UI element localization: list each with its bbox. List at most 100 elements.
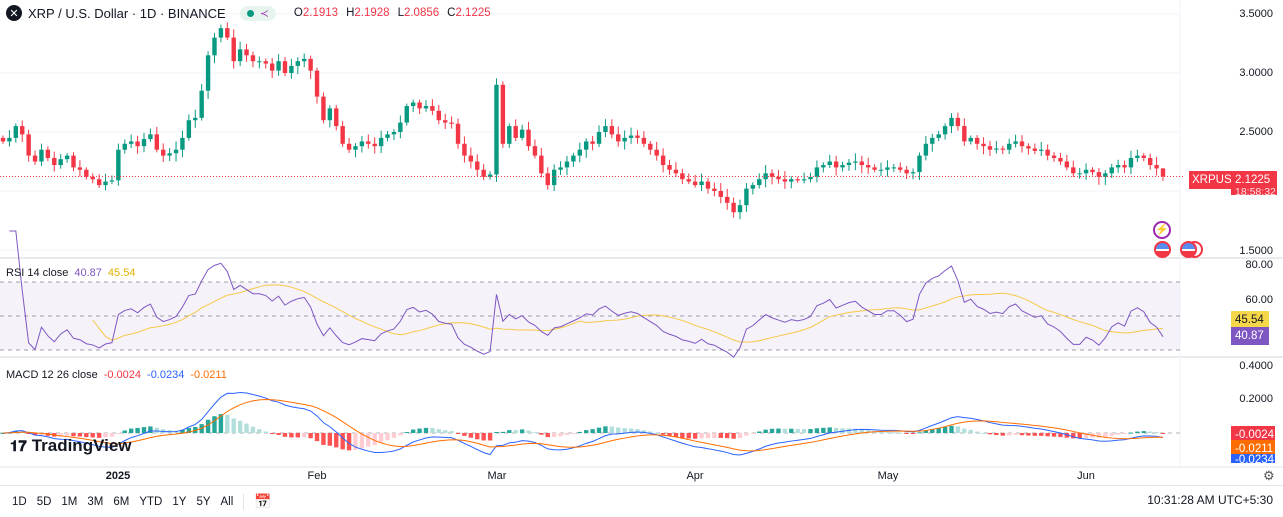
macd-hist-tag: -0.0024 xyxy=(1231,426,1275,444)
candle-body xyxy=(757,179,762,186)
rsi-legend[interactable]: RSI 14 close 40.87 45.54 xyxy=(6,267,135,279)
tradingview-logo[interactable]: 𝟏𝟕 TradingView xyxy=(10,436,132,455)
candle-body xyxy=(795,179,800,181)
macd-histogram-bar xyxy=(699,433,704,439)
candle-body xyxy=(26,134,31,156)
candle-body xyxy=(244,49,249,56)
macd-histogram-bar xyxy=(340,433,345,450)
macd-histogram-bar xyxy=(731,433,736,439)
candle-body xyxy=(1141,155,1146,158)
low-label: L xyxy=(397,7,404,19)
status-pill[interactable]: ≺ xyxy=(239,5,276,21)
macd-histogram-bar xyxy=(1096,433,1102,438)
macd-histogram-bar xyxy=(212,416,217,433)
candle-body xyxy=(1039,149,1044,151)
share-icon[interactable]: ≺ xyxy=(259,7,269,20)
macd-histogram-bar xyxy=(507,430,512,433)
candle-body xyxy=(58,159,63,166)
macd-histogram-bar xyxy=(519,429,525,433)
price-tick: 3.5000 xyxy=(1239,8,1273,20)
macd-histogram-bar xyxy=(1058,433,1063,438)
candle-body xyxy=(885,167,890,170)
range-1y[interactable]: 1Y xyxy=(172,495,187,508)
macd-histogram-bar xyxy=(622,428,627,433)
candle-body xyxy=(212,37,217,56)
range-6m[interactable]: 6M xyxy=(113,495,130,508)
gear-icon[interactable]: ⚙ xyxy=(1263,468,1275,483)
macd-histogram-bar xyxy=(564,433,570,436)
us-event-flag-icon[interactable] xyxy=(1154,241,1171,258)
range-all[interactable]: All xyxy=(220,495,234,508)
macd-histogram-bar xyxy=(833,427,839,433)
macd-tag: -0.0234 xyxy=(1231,454,1275,463)
candle-body xyxy=(423,106,429,109)
macd-histogram-bar xyxy=(795,428,800,433)
macd-value: -0.0234 xyxy=(147,369,185,381)
candle-body xyxy=(1058,157,1063,162)
macd-histogram-bar xyxy=(327,433,333,446)
macd-histogram-bar xyxy=(455,433,461,434)
macd-histogram-bar xyxy=(603,426,608,433)
candle-body xyxy=(898,167,903,170)
macd-histogram-bar xyxy=(949,425,954,433)
candle-body xyxy=(231,37,236,62)
macd-histogram-bar xyxy=(776,428,781,433)
candle-body xyxy=(257,61,262,63)
range-1d[interactable]: 1D xyxy=(12,495,27,508)
candle-body xyxy=(410,102,416,107)
chart-canvas[interactable] xyxy=(0,0,1283,485)
rsi-ma-value: 45.54 xyxy=(107,267,136,279)
close-value: 2.1225 xyxy=(455,7,491,19)
range-5y[interactable]: 5Y xyxy=(196,495,211,508)
macd-histogram-bar xyxy=(865,430,871,433)
candle-body xyxy=(904,169,909,174)
macd-histogram-bar xyxy=(686,433,691,439)
macd-histogram-bar xyxy=(968,429,973,433)
candle-body xyxy=(744,188,749,206)
candle-body xyxy=(1160,168,1166,177)
candle-body xyxy=(327,108,333,121)
candle-body xyxy=(321,96,326,121)
clock[interactable]: 10:31:28 AM UTC+5:30 xyxy=(1147,493,1273,507)
candle-body xyxy=(558,167,563,170)
macd-histogram-bar xyxy=(334,433,339,448)
range-1m[interactable]: 1M xyxy=(61,495,78,508)
candle-body xyxy=(154,134,160,150)
candle-body xyxy=(827,161,832,166)
range-5d[interactable]: 5D xyxy=(36,495,52,508)
candle-body xyxy=(776,176,781,180)
macd-signal-value: -0.0211 xyxy=(190,369,227,381)
macd-histogram-bar xyxy=(936,427,941,433)
candle-body xyxy=(282,61,288,73)
macd-histogram-bar xyxy=(257,429,262,433)
macd-histogram-bar xyxy=(769,428,775,433)
macd-histogram-bar xyxy=(705,433,711,439)
macd-histogram-bar xyxy=(904,433,909,434)
range-3m[interactable]: 3M xyxy=(87,495,104,508)
candle-body xyxy=(654,149,659,156)
event-lightning-icon[interactable]: ⚡ xyxy=(1153,221,1171,239)
macd-histogram-bar xyxy=(385,433,390,441)
open-value: 2.1913 xyxy=(302,7,339,19)
macd-histogram-bar xyxy=(1109,433,1114,436)
macd-histogram-bar xyxy=(667,433,672,437)
macd-histogram-bar xyxy=(545,433,550,438)
macd-histogram-bar xyxy=(840,428,845,433)
us-event-flag-icon[interactable] xyxy=(1180,241,1197,258)
macd-histogram-bar xyxy=(250,426,256,433)
macd-histogram-bar xyxy=(135,427,140,433)
candle-body xyxy=(910,172,916,174)
candle-body xyxy=(596,132,602,144)
macd-histogram-bar xyxy=(1071,433,1076,439)
symbol-title[interactable]: XRP / U.S. Dollar · 1D · BINANCE xyxy=(28,5,226,21)
last-price-tag: 2.1225 18:58:32 xyxy=(1231,171,1277,198)
macd-histogram-bar xyxy=(423,427,429,433)
macd-legend[interactable]: MACD 12 26 close -0.0024 -0.0234 -0.0211 xyxy=(6,369,227,381)
macd-histogram-bar xyxy=(551,433,557,437)
range-ytd[interactable]: YTD xyxy=(139,495,163,508)
candle-body xyxy=(148,134,153,140)
candle-body xyxy=(443,120,448,123)
macd-histogram-bar xyxy=(584,430,589,433)
macd-histogram-bar xyxy=(513,430,518,433)
calendar-range-icon[interactable]: 📅 xyxy=(254,493,272,509)
